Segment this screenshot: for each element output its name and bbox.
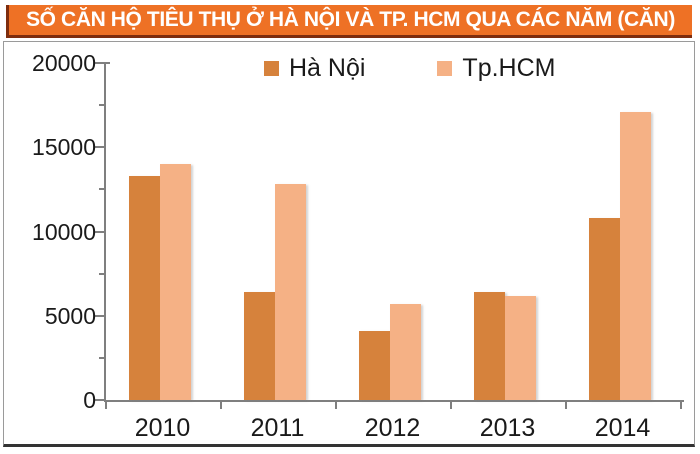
- x-axis-tick: [565, 400, 567, 409]
- bar-Tp.HCM-2013: [505, 295, 536, 400]
- y-axis-major-tick: [95, 399, 104, 401]
- bar-Hà Nội-2014: [589, 218, 620, 400]
- legend-label-tphcm: Tp.HCM: [462, 54, 556, 82]
- x-axis-tick: [220, 400, 222, 409]
- y-axis-major-tick: [95, 62, 110, 64]
- bar-Hà Nội-2010: [129, 175, 160, 400]
- legend-item-tphcm: Tp.HCM: [437, 54, 555, 83]
- chart-title-banner: SỐ CĂN HỘ TIÊU THỤ Ở HÀ NỘI VÀ TP. HCM Q…: [6, 5, 692, 38]
- legend-swatch-hanoi-icon: [264, 61, 279, 76]
- bar-Tp.HCM-2012: [390, 303, 421, 400]
- bar-Hà Nội-2013: [474, 292, 505, 400]
- y-axis-minor-tick: [99, 104, 104, 107]
- x-axis-label: 2010: [134, 414, 191, 442]
- y-axis-minor-tick: [99, 188, 104, 191]
- y-axis-line: [104, 63, 106, 401]
- x-axis-tick: [450, 400, 452, 409]
- y-axis-label: 15000: [32, 134, 96, 161]
- y-axis-label: 0: [83, 387, 96, 413]
- bar-Hà Nội-2011: [244, 292, 275, 400]
- x-axis-line: [104, 400, 684, 402]
- x-axis-tick: [335, 400, 337, 409]
- chart-frame: Hà Nội Tp.HCM 0 5000 10000 15000 20000 2010 20…: [3, 41, 695, 447]
- chart-title: SỐ CĂN HỘ TIÊU THỤ Ở HÀ NỘI VÀ TP. HCM Q…: [26, 8, 675, 31]
- x-axis-label: 2011: [250, 414, 305, 442]
- bar-Tp.HCM-2011: [275, 184, 306, 400]
- y-axis-minor-tick: [99, 272, 104, 275]
- x-axis-tick: [105, 400, 107, 409]
- y-axis-label: 20000: [32, 50, 96, 76]
- x-axis-label: 2012: [364, 414, 421, 442]
- legend-label-hanoi: Hà Nội: [289, 54, 366, 82]
- x-axis-label: 2014: [594, 414, 651, 442]
- y-axis-minor-tick: [99, 356, 104, 359]
- y-axis-major-tick: [95, 230, 104, 233]
- y-axis-label: 10000: [32, 218, 96, 245]
- legend: Hà Nội Tp.HCM: [264, 54, 555, 83]
- bar-Hà Nội-2012: [359, 330, 390, 400]
- x-axis-label: 2013: [479, 414, 536, 442]
- bar-Tp.HCM-2014: [620, 111, 651, 400]
- y-axis-label: 5000: [44, 302, 96, 329]
- y-axis-major-tick: [95, 146, 104, 149]
- legend-item-hanoi: Hà Nội: [264, 54, 365, 83]
- bar-Tp.HCM-2010: [160, 164, 191, 400]
- x-axis-tick: [680, 400, 682, 409]
- y-axis-major-tick: [95, 314, 104, 317]
- legend-swatch-tphcm-icon: [437, 61, 453, 76]
